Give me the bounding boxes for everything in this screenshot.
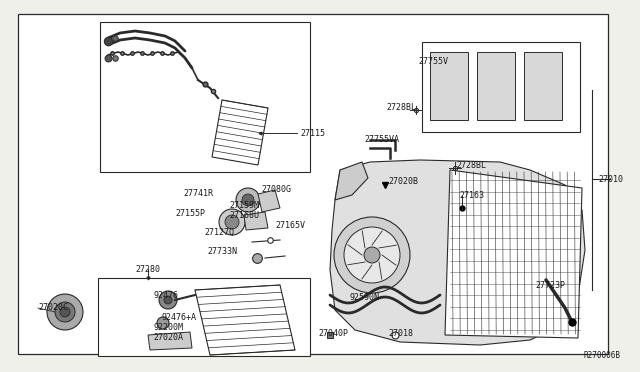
Text: 27755V: 27755V: [418, 58, 448, 67]
Text: 27020C: 27020C: [38, 304, 68, 312]
Polygon shape: [335, 162, 368, 200]
Text: 92200M: 92200M: [153, 324, 183, 333]
Text: 27741R: 27741R: [183, 189, 213, 198]
Bar: [430, 52, 468, 120]
Polygon shape: [195, 285, 295, 355]
Bar: [477, 52, 515, 120]
Text: 27040P: 27040P: [318, 328, 348, 337]
Polygon shape: [244, 212, 268, 230]
Text: 27168U: 27168U: [229, 211, 259, 219]
Text: 27733N: 27733N: [207, 247, 237, 257]
Text: 27115: 27115: [300, 128, 325, 138]
Circle shape: [55, 302, 75, 322]
Circle shape: [225, 215, 239, 229]
Text: 27020B: 27020B: [388, 176, 418, 186]
Text: 27155P: 27155P: [175, 208, 205, 218]
Text: 27165V: 27165V: [275, 221, 305, 230]
Text: 27080G: 27080G: [261, 186, 291, 195]
Circle shape: [159, 291, 177, 309]
Circle shape: [364, 247, 380, 263]
Circle shape: [60, 307, 70, 317]
Polygon shape: [330, 160, 585, 345]
Text: 27163: 27163: [459, 192, 484, 201]
Text: 92476: 92476: [153, 291, 178, 299]
Circle shape: [164, 296, 172, 304]
Text: 2728BL: 2728BL: [456, 161, 486, 170]
Circle shape: [47, 294, 83, 330]
Text: 27020A: 27020A: [153, 334, 183, 343]
Polygon shape: [258, 190, 280, 212]
Text: 92590N: 92590N: [350, 294, 380, 302]
Circle shape: [236, 188, 260, 212]
Circle shape: [219, 209, 245, 235]
Text: 2728BL: 2728BL: [386, 103, 416, 112]
Text: 27018: 27018: [388, 328, 413, 337]
Polygon shape: [445, 170, 582, 338]
Circle shape: [157, 317, 169, 329]
Text: 92476+A: 92476+A: [162, 314, 197, 323]
Bar: [422, 42, 580, 132]
Text: 27755VA: 27755VA: [364, 135, 399, 144]
Bar: [100, 22, 310, 172]
Circle shape: [242, 194, 254, 206]
Bar: [98, 278, 310, 356]
Circle shape: [334, 217, 410, 293]
Polygon shape: [212, 100, 268, 165]
Text: 27127Q: 27127Q: [204, 228, 234, 237]
Circle shape: [344, 227, 400, 283]
Text: 27010: 27010: [598, 174, 623, 183]
Text: 27280: 27280: [135, 264, 160, 273]
Polygon shape: [148, 332, 192, 350]
Text: 27723P: 27723P: [535, 280, 565, 289]
Text: 27159M: 27159M: [229, 202, 259, 211]
Text: R270006B: R270006B: [583, 351, 620, 360]
Bar: [524, 52, 562, 120]
